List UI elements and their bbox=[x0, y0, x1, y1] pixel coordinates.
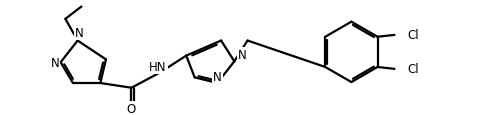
Text: Cl: Cl bbox=[408, 29, 420, 42]
Text: HN: HN bbox=[149, 61, 167, 74]
Text: N: N bbox=[50, 56, 60, 69]
Text: N: N bbox=[75, 27, 84, 40]
Text: Cl: Cl bbox=[408, 63, 420, 76]
Text: O: O bbox=[127, 102, 136, 115]
Text: N: N bbox=[213, 70, 222, 83]
Text: N: N bbox=[238, 49, 246, 62]
